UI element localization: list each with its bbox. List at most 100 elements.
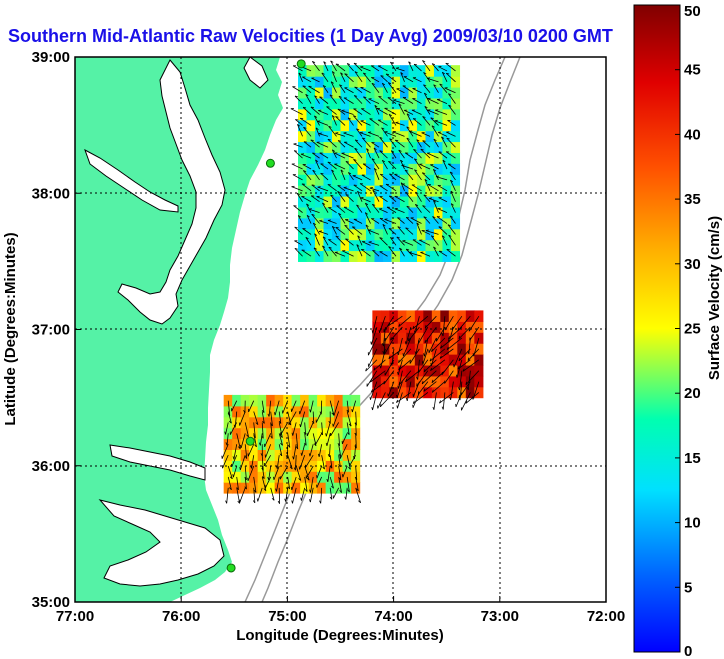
velocity-arrow-head — [424, 106, 428, 109]
velocity-arrow — [345, 194, 354, 203]
velocity-arrow — [354, 139, 363, 148]
velocity-arrow — [440, 337, 454, 349]
velocity-arrow — [374, 105, 380, 115]
velocity-arrow — [259, 433, 263, 446]
velocity-arrow — [446, 131, 456, 137]
velocity-arrow — [442, 159, 448, 170]
velocity-arrow-head — [303, 431, 306, 435]
velocity-arrow-head — [458, 357, 461, 362]
velocity-arrow-head — [421, 380, 424, 385]
velocity-arrow-head — [395, 121, 399, 124]
velocity-arrow — [472, 381, 480, 400]
velocity-arrow — [410, 217, 422, 224]
velocity-arrow-head — [354, 71, 358, 74]
velocity-arrow — [400, 182, 405, 191]
velocity-arrow — [334, 163, 346, 170]
velocity-arrow — [394, 208, 405, 213]
velocity-arrow — [299, 455, 306, 470]
velocity-arrow-head — [365, 368, 367, 372]
velocity-arrow-head — [244, 477, 247, 481]
velocity-arrow — [437, 131, 448, 137]
velocity-arrow-head — [433, 138, 437, 142]
velocity-arrow — [473, 337, 480, 357]
velocity-arrow-head — [388, 355, 391, 359]
velocity-arrow — [308, 208, 320, 214]
x-tick-label: 77:00 — [56, 608, 94, 625]
velocity-arrow — [312, 152, 320, 159]
velocity-cell — [300, 482, 310, 494]
velocity-arrow-head — [254, 444, 257, 448]
velocity-arrow — [340, 72, 346, 83]
velocity-arrow — [292, 86, 303, 94]
velocity-arrow-head — [310, 106, 314, 109]
velocity-arrow — [345, 238, 354, 246]
velocity-arrow-head — [309, 409, 311, 413]
velocity-arrow — [309, 444, 314, 457]
velocity-arrow — [421, 172, 431, 181]
velocity-arrow-head — [432, 406, 435, 410]
velocity-arrow — [312, 411, 315, 424]
velocity-arrow-head — [358, 500, 361, 504]
velocity-arrow — [379, 185, 388, 192]
velocity-arrow — [412, 392, 429, 404]
velocity-arrow — [371, 381, 386, 393]
velocity-arrow — [247, 465, 255, 481]
velocity-arrow-head — [370, 379, 373, 383]
colorbar-ticks: 0 5 10 15 20 25 30 35 40 45 50 — [675, 3, 701, 659]
velocity-arrow — [318, 230, 329, 235]
velocity-arrow-head — [318, 132, 322, 134]
velocity-arrow-head — [369, 187, 373, 189]
velocity-arrow-head — [294, 95, 299, 98]
velocity-arrow — [344, 224, 354, 235]
velocity-arrow-head — [337, 443, 340, 446]
velocity-arrow — [270, 487, 275, 501]
velocity-arrow — [424, 179, 431, 191]
velocity-arrow-head — [322, 85, 326, 88]
velocity-arrow — [316, 476, 323, 488]
velocity-arrow — [315, 159, 320, 170]
velocity-arrow — [352, 115, 363, 126]
colorbar-tick-label: 10 — [684, 515, 701, 532]
y-tick-label: 35:00 — [32, 594, 70, 611]
velocity-arrow — [365, 359, 378, 372]
velocity-arrow-head — [261, 435, 264, 439]
velocity-arrow-head — [439, 355, 442, 359]
velocity-arrow — [373, 359, 386, 371]
velocity-arrow — [365, 224, 371, 235]
velocity-arrow-head — [330, 194, 334, 197]
velocity-arrow — [377, 392, 386, 409]
velocity-arrow — [371, 77, 380, 83]
velocity-arrow-head — [321, 72, 325, 75]
velocity-arrow — [285, 487, 289, 502]
velocity-arrow-head — [356, 204, 360, 207]
velocity-arrow-head — [421, 361, 424, 365]
velocity-arrow-head — [416, 139, 420, 142]
velocity-arrow-head — [296, 192, 300, 196]
velocity-arrow-head — [414, 169, 418, 172]
velocity-arrow-head — [398, 366, 401, 371]
velocity-arrow — [441, 136, 448, 148]
velocity-arrow — [361, 137, 371, 148]
velocity-arrow — [398, 370, 403, 389]
velocity-arrow-head — [448, 104, 452, 107]
velocity-arrow-head — [304, 489, 308, 492]
velocity-arrow — [278, 444, 283, 456]
velocity-arrow — [400, 72, 405, 82]
velocity-arrow-head — [398, 103, 402, 106]
velocity-arrow — [338, 455, 341, 467]
velocity-arrow — [346, 400, 349, 413]
velocity-arrow-head — [294, 226, 298, 229]
velocity-arrow — [434, 120, 448, 126]
velocity-arrow-head — [423, 84, 427, 87]
velocity-arrow — [402, 97, 414, 104]
velocity-arrow-head — [406, 216, 410, 219]
velocity-arrow — [446, 249, 456, 257]
velocity-arrow-head — [252, 500, 256, 504]
velocity-arrow-head — [261, 467, 264, 471]
velocity-arrow — [427, 109, 439, 115]
velocity-arrow-head — [373, 367, 376, 371]
velocity-arrow — [328, 246, 337, 257]
colorbar-tick-label: 35 — [684, 191, 701, 208]
velocity-arrow-head — [345, 194, 349, 196]
